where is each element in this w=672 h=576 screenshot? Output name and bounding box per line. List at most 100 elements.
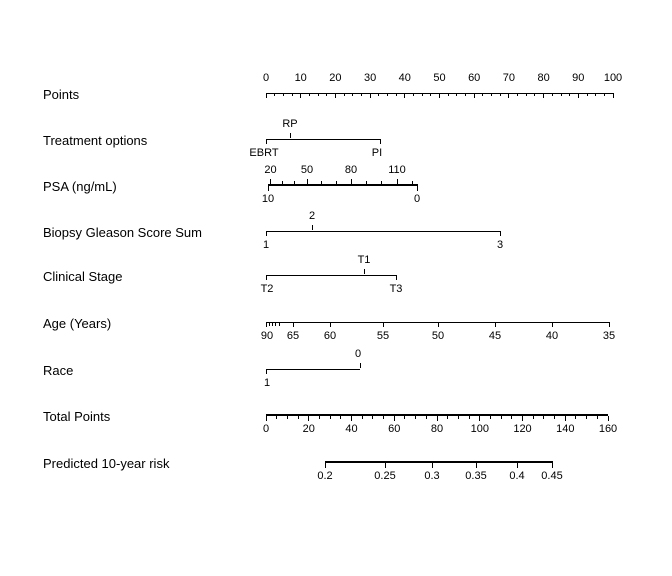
risk-tick-label: 0.35 [465, 470, 487, 482]
total-points-tick [586, 416, 588, 419]
risk-tick-label: 0.45 [541, 470, 563, 482]
total-points-tick [318, 416, 320, 419]
total-points-tick [596, 416, 598, 419]
points-tick [317, 93, 319, 96]
stage-tick [395, 275, 397, 280]
axis-line-race [266, 369, 360, 370]
treatment-tick-label: EBRT [249, 147, 279, 159]
race-tick [265, 369, 267, 374]
row-label-stage: Clinical Stage [43, 269, 123, 284]
age-tick [266, 322, 267, 327]
race-tick-label: 1 [263, 377, 271, 389]
total-points-tick-label: 0 [262, 423, 270, 435]
points-tick [569, 93, 571, 96]
risk-tick [432, 463, 433, 468]
age-tick [275, 322, 276, 326]
stage-tick-label: T2 [260, 283, 274, 295]
row-label-risk: Predicted 10-year risk [43, 456, 170, 471]
points-tick [274, 93, 276, 96]
points-tick [378, 93, 380, 96]
points-tick [343, 93, 345, 96]
row-label-race: Race [43, 363, 74, 378]
total-points-tick [457, 416, 459, 419]
total-points-tick [297, 416, 299, 419]
total-points-tick [436, 416, 438, 421]
total-points-tick [265, 416, 267, 421]
total-points-tick [479, 416, 481, 421]
risk-tick [324, 463, 326, 468]
race-tick [359, 363, 361, 368]
psa-tick-label: 50 [300, 164, 314, 176]
points-tick [465, 93, 466, 96]
age-tick [437, 322, 439, 327]
gleason-tick-label: 1 [262, 239, 270, 251]
age-tick-label: 65 [286, 330, 300, 342]
gleason-tick [265, 231, 267, 236]
risk-tick [476, 463, 477, 468]
points-tick [517, 93, 519, 96]
gleason-tick-label: 3 [496, 239, 504, 251]
risk-tick [384, 463, 386, 468]
age-tick-label: 55 [376, 330, 390, 342]
points-tick [595, 93, 597, 96]
age-tick [271, 322, 273, 326]
stage-tick-label: T1 [357, 254, 371, 266]
points-tick [404, 93, 406, 98]
age-tick [268, 322, 270, 326]
psa-tick [335, 181, 337, 184]
total-points-tick [511, 416, 513, 419]
points-tick [456, 93, 458, 96]
points-tick-label: 40 [398, 72, 411, 84]
points-tick [265, 93, 267, 98]
total-points-tick-label: 160 [598, 423, 618, 435]
axis-line-risk [325, 461, 553, 463]
axis-line-total-points [266, 414, 608, 416]
total-points-tick [489, 416, 491, 419]
axis-line-psa [268, 184, 418, 186]
treatment-tick [289, 133, 291, 138]
points-tick-label: 60 [468, 72, 481, 84]
total-points-tick-label: 120 [513, 423, 532, 435]
total-points-tick [522, 416, 523, 421]
total-points-tick [575, 416, 577, 419]
points-tick [360, 93, 362, 96]
total-points-tick-label: 140 [556, 423, 575, 435]
psa-tick-label: 0 [413, 193, 421, 205]
psa-tick [281, 181, 283, 184]
risk-tick [516, 463, 518, 468]
risk-tick-label: 0.2 [317, 470, 333, 482]
total-points-tick [340, 416, 342, 419]
points-tick [282, 93, 284, 96]
points-tick [334, 93, 336, 98]
total-points-tick [372, 416, 374, 419]
psa-tick [381, 181, 382, 184]
total-points-tick [308, 416, 310, 421]
treatment-tick [379, 139, 381, 144]
risk-tick-label: 0.3 [424, 470, 440, 482]
points-tick-label: 20 [329, 72, 342, 84]
row-label-treatment: Treatment options [43, 133, 148, 148]
points-tick [499, 93, 501, 96]
age-tick [329, 322, 331, 327]
points-tick [291, 93, 293, 96]
points-tick-label: 10 [294, 72, 307, 84]
treatment-tick-label: RP [282, 118, 298, 130]
stage-tick [265, 275, 267, 280]
age-tick [551, 322, 553, 327]
gleason-tick [499, 231, 501, 236]
row-label-points: Points [43, 87, 80, 102]
row-label-age: Age (Years) [43, 316, 112, 331]
points-tick [508, 93, 510, 98]
psa-tick [396, 179, 398, 184]
row-label-gleason: Biopsy Gleason Score Sum [43, 225, 202, 240]
points-tick [308, 93, 310, 96]
points-tick [430, 93, 432, 96]
total-points-tick [447, 416, 449, 419]
total-points-tick [361, 416, 363, 419]
psa-tick [321, 181, 322, 184]
total-points-tick [415, 416, 417, 419]
row-label-psa: PSA (ng/mL) [43, 179, 117, 194]
total-points-tick-label: 40 [345, 423, 358, 435]
stage-tick [363, 269, 365, 274]
points-tick [352, 93, 354, 96]
